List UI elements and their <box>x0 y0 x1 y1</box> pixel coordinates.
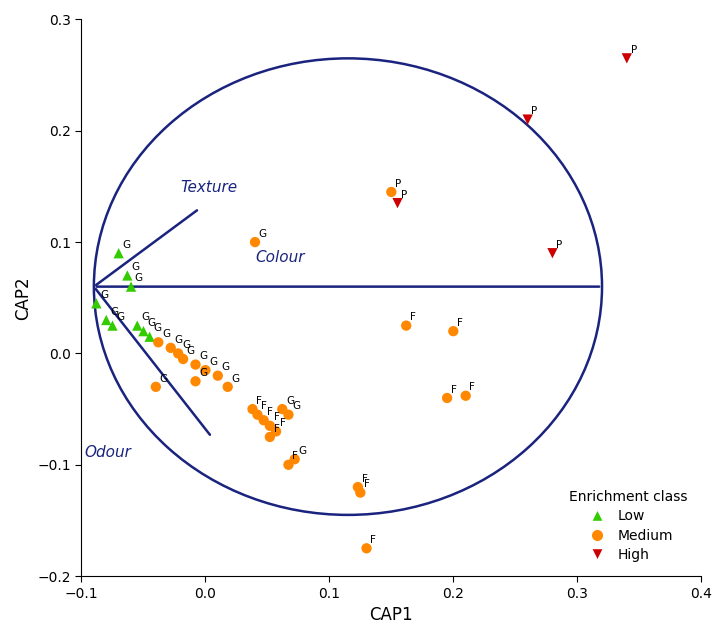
Point <box>547 248 558 258</box>
Point <box>354 487 366 498</box>
Text: F: F <box>274 413 280 422</box>
Point <box>152 338 164 348</box>
Point <box>126 281 137 292</box>
Text: F: F <box>370 535 376 545</box>
Text: G: G <box>199 352 208 361</box>
Text: P: P <box>531 107 538 116</box>
Point <box>200 365 211 375</box>
Point <box>447 326 459 336</box>
Point <box>212 371 224 381</box>
Text: G: G <box>131 262 139 272</box>
Text: P: P <box>556 240 563 250</box>
Text: Colour: Colour <box>255 250 304 265</box>
Point <box>361 543 372 553</box>
Point <box>258 415 269 426</box>
Text: G: G <box>110 307 118 316</box>
Point <box>401 320 412 330</box>
Point <box>131 320 143 330</box>
Text: F: F <box>362 474 367 484</box>
Point <box>352 482 364 492</box>
Text: P: P <box>401 189 407 200</box>
X-axis label: CAP1: CAP1 <box>370 606 413 624</box>
Text: F: F <box>261 401 267 412</box>
Text: F: F <box>292 452 298 461</box>
Point <box>172 348 184 359</box>
Point <box>100 315 112 325</box>
Text: G: G <box>160 373 168 383</box>
Point <box>247 404 258 414</box>
Text: Odour: Odour <box>84 445 131 460</box>
Text: G: G <box>135 273 143 283</box>
Point <box>282 460 294 470</box>
Point <box>249 237 261 247</box>
Text: G: G <box>221 362 229 373</box>
Text: G: G <box>209 357 217 367</box>
Text: F: F <box>470 382 476 392</box>
Point <box>441 393 453 403</box>
Point <box>121 271 133 281</box>
Text: G: G <box>199 368 208 378</box>
Y-axis label: CAP2: CAP2 <box>14 276 32 320</box>
Text: F: F <box>451 385 457 395</box>
Text: F: F <box>267 407 273 417</box>
Point <box>165 343 176 353</box>
Point <box>264 432 276 442</box>
Point <box>189 376 201 387</box>
Text: G: G <box>286 396 294 406</box>
Text: P: P <box>395 179 401 189</box>
Text: F: F <box>410 312 416 322</box>
Text: G: G <box>174 334 182 345</box>
Text: F: F <box>274 424 280 434</box>
Point <box>113 248 124 258</box>
Text: G: G <box>147 318 155 328</box>
Text: F: F <box>457 318 463 328</box>
Text: G: G <box>292 401 301 412</box>
Text: G: G <box>116 312 124 322</box>
Point <box>289 454 301 464</box>
Point <box>177 354 189 364</box>
Text: F: F <box>256 396 262 406</box>
Text: G: G <box>258 229 267 239</box>
Text: G: G <box>298 446 306 456</box>
Point <box>252 410 264 420</box>
Point <box>522 114 534 124</box>
Text: G: G <box>141 312 149 322</box>
Text: G: G <box>187 346 195 355</box>
Point <box>222 382 234 392</box>
Point <box>189 359 201 369</box>
Point <box>91 298 102 308</box>
Point <box>107 320 118 330</box>
Point <box>386 187 397 197</box>
Text: G: G <box>123 240 131 250</box>
Text: F: F <box>364 479 370 489</box>
Text: F: F <box>280 418 285 428</box>
Point <box>277 404 288 414</box>
Text: G: G <box>100 290 108 300</box>
Point <box>144 332 155 342</box>
Text: Texture: Texture <box>181 180 237 195</box>
Point <box>621 53 632 63</box>
Point <box>460 390 471 401</box>
Point <box>138 326 150 336</box>
Point <box>264 420 276 431</box>
Legend: Low, Medium, High: Low, Medium, High <box>562 482 694 569</box>
Point <box>282 410 294 420</box>
Point <box>270 426 282 436</box>
Text: G: G <box>232 373 240 383</box>
Text: G: G <box>162 329 170 339</box>
Text: G: G <box>153 323 161 334</box>
Text: P: P <box>630 45 637 55</box>
Text: G: G <box>182 340 190 350</box>
Point <box>392 198 404 208</box>
Point <box>150 382 162 392</box>
